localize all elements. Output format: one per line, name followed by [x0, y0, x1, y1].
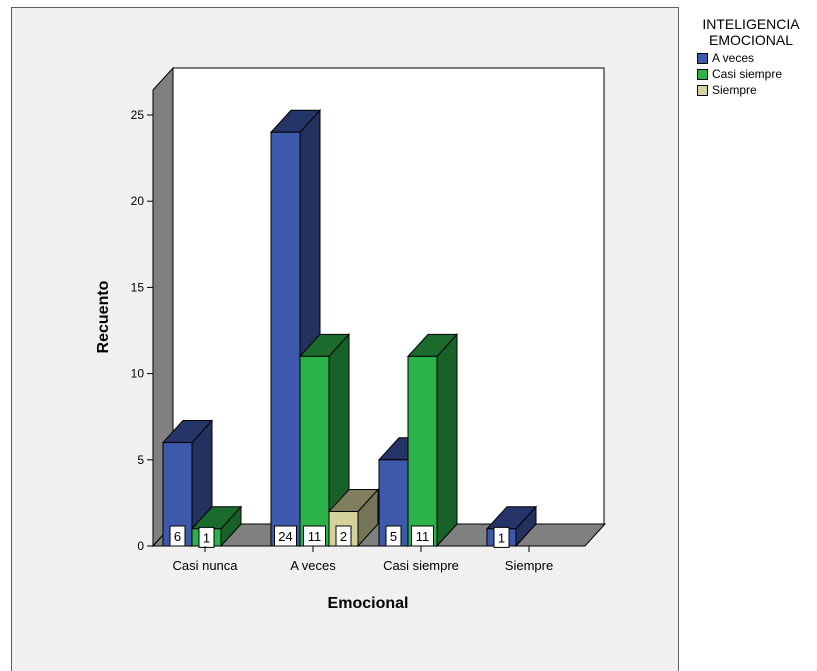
legend-item: Casi siempre [697, 66, 811, 82]
y-tick-label: 0 [137, 539, 144, 553]
data-label-box [385, 525, 402, 547]
y-tick-label: 10 [131, 367, 145, 381]
data-label: 5 [390, 529, 397, 544]
data-label: 24 [278, 529, 292, 544]
y-tick-label: 5 [137, 453, 144, 467]
legend-title: INTELIGENCIA EMOCIONAL [702, 16, 800, 48]
x-tick-label: Siempre [505, 558, 553, 573]
y-tick-label: 25 [131, 108, 145, 122]
legend-items: A veces Casi siempre Siempre [691, 50, 811, 98]
x-tick-label: Casi siempre [383, 558, 459, 573]
data-label: 6 [174, 529, 181, 544]
legend-swatch [697, 52, 708, 64]
x-axis-title: Emocional [328, 595, 409, 612]
bar [299, 355, 330, 547]
data-label-box [169, 525, 186, 547]
legend-item: Siempre [697, 82, 811, 98]
data-label-box [335, 525, 352, 547]
legend-item: A veces [697, 50, 811, 66]
bar [407, 355, 438, 547]
data-label-box [411, 525, 434, 547]
legend: INTELIGENCIA EMOCIONAL A veces Casi siemp… [691, 16, 811, 98]
x-tick-label: A veces [290, 558, 336, 573]
data-label-box [274, 525, 297, 547]
bar-side [436, 333, 458, 548]
bar [270, 131, 301, 547]
legend-label: Siempre [712, 83, 757, 97]
y-tick-label: 15 [131, 280, 145, 294]
data-label: 11 [416, 529, 430, 544]
data-label: 1 [498, 530, 505, 545]
data-label-box [198, 526, 215, 548]
y-tick-label: 20 [131, 194, 145, 208]
data-label: 1 [203, 530, 210, 545]
data-label: 11 [308, 529, 322, 544]
data-label-box [493, 526, 510, 548]
legend-label: Casi siempre [712, 67, 783, 81]
y-axis-title: Recuento [95, 280, 112, 353]
legend-label: A veces [712, 51, 755, 65]
data-label-box [303, 525, 326, 547]
data-label: 2 [340, 529, 347, 544]
x-tick-label: Casi nunca [172, 558, 238, 573]
legend-swatch [697, 68, 708, 80]
back-wall [172, 67, 605, 525]
legend-swatch [697, 84, 708, 96]
